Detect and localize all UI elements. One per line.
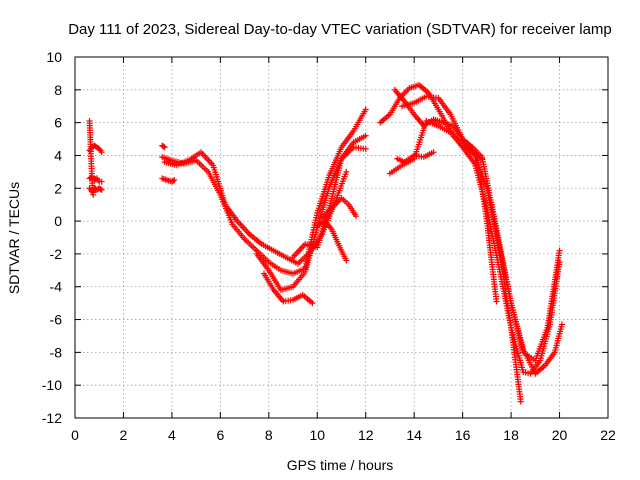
- data-point: [362, 145, 369, 152]
- x-tick-label: 0: [71, 427, 79, 443]
- data-marks: [86, 81, 565, 405]
- data-point: [558, 321, 565, 328]
- data-point: [362, 106, 369, 113]
- series-arc-7: [319, 195, 360, 221]
- data-point: [517, 398, 524, 405]
- y-tick-label: 0: [54, 213, 62, 229]
- axis-ticks: [74, 56, 609, 419]
- x-tick-label: 8: [265, 427, 273, 443]
- series-arc-1: [159, 106, 369, 277]
- y-tick-label: -8: [50, 344, 63, 360]
- plot-frame: [74, 56, 609, 419]
- series-arc-6: [314, 218, 350, 264]
- data-point: [97, 186, 104, 193]
- x-tick-label: 22: [600, 427, 616, 443]
- y-tick-label: 4: [54, 147, 62, 163]
- data-point: [362, 132, 369, 139]
- series-arc-9: [394, 149, 437, 166]
- y-tick-label: 6: [54, 115, 62, 131]
- data-point: [160, 143, 167, 150]
- series-arc-e: [159, 175, 178, 185]
- x-tick-label: 4: [168, 427, 176, 443]
- series-arc-13: [474, 152, 500, 305]
- data-point: [98, 186, 105, 193]
- series-arc-14: [488, 201, 565, 377]
- y-tick-label: -10: [42, 377, 62, 393]
- y-tick-label: -6: [50, 312, 63, 328]
- x-tick-label: 10: [309, 427, 325, 443]
- series-arc-d: [86, 185, 105, 195]
- x-tick-label: 14: [406, 427, 422, 443]
- y-tick-label: -4: [50, 279, 63, 295]
- data-point: [170, 177, 177, 184]
- data-point: [171, 177, 178, 184]
- x-axis-label: GPS time / hours: [287, 457, 394, 473]
- y-tick-label: -12: [42, 410, 62, 426]
- y-tick-label: 8: [54, 82, 62, 98]
- data-point: [343, 257, 350, 264]
- series-arc-4: [260, 270, 316, 307]
- series-arc-f: [159, 142, 168, 151]
- chart-title: Day 111 of 2023, Sidereal Day-to-day VTE…: [68, 21, 612, 38]
- tick-labels: 0 2 4 6 8 10 12 14 16 18 20 22 -12 -10 -8 -6 -4 -2 0 2 4 6 8 10: [42, 49, 616, 443]
- data-point: [343, 168, 350, 175]
- x-tick-label: 2: [120, 427, 128, 443]
- x-tick-label: 16: [455, 427, 471, 443]
- data-point: [556, 247, 563, 254]
- grid: [75, 57, 608, 418]
- series-arc-c: [86, 173, 105, 185]
- series-arc-b: [86, 142, 105, 156]
- data-point: [493, 298, 500, 305]
- data-point: [430, 149, 437, 156]
- x-tick-label: 6: [216, 427, 224, 443]
- series-arc-5: [290, 144, 369, 261]
- x-tick-label: 18: [503, 427, 519, 443]
- data-point: [98, 178, 105, 185]
- data-point: [98, 149, 105, 156]
- data-point: [353, 213, 360, 220]
- x-tick-label: 20: [552, 427, 568, 443]
- y-axis-label: SDTVAR / TECUs: [6, 182, 22, 294]
- series-arc-12: [399, 93, 563, 364]
- data-point: [309, 300, 316, 307]
- y-tick-label: 10: [46, 49, 62, 65]
- data-point: [161, 144, 168, 151]
- y-tick-label: 2: [54, 180, 62, 196]
- x-tick-label: 12: [358, 427, 374, 443]
- y-tick-label: -2: [50, 246, 63, 262]
